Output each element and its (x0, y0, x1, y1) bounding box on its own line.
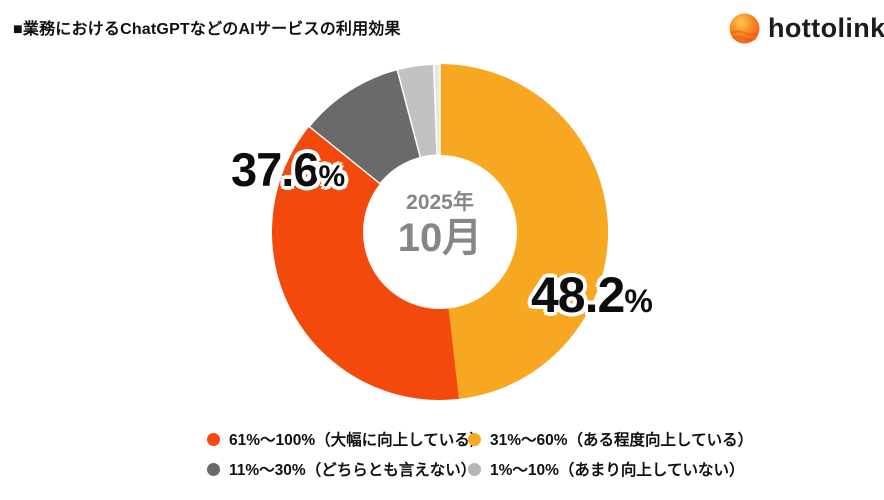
legend-item-11-30: 11%〜30%（どちらとも言えない） (207, 459, 476, 479)
legend-label-61-100: 61%〜100%（大幅に向上している） (229, 432, 486, 449)
legend-dot-61-100 (207, 432, 220, 446)
chart-legend: 61%〜100%（大幅に向上している） 31%〜60%（ある程度向上している） … (207, 429, 753, 479)
hottolink-logo-icon (729, 13, 760, 43)
hottolink-logo: hottolink (729, 10, 884, 46)
callout-31-60-unit: % (624, 283, 652, 319)
legend-item-31-60: 31%〜60%（ある程度向上している） (468, 429, 753, 449)
legend-dot-1-10 (468, 462, 481, 476)
legend-label-11-30: 11%〜30%（どちらとも言えない） (229, 462, 477, 479)
center-year: 2025年 (406, 191, 474, 214)
center-month: 10月 (397, 216, 483, 261)
legend-label-31-60: 31%〜60%（ある程度向上している） (490, 432, 754, 449)
legend-dot-11-30 (207, 462, 220, 476)
donut-segment-0 (440, 63, 609, 399)
donut-chart (272, 63, 609, 401)
donut-center-label: 2025年 10月 (360, 191, 520, 260)
callout-61-100-unit: % (318, 160, 345, 193)
legend-dot-31-60 (468, 432, 481, 446)
legend-item-1-10: 1%〜10%（あまり向上していない） (468, 459, 753, 479)
legend-label-1-10: 1%〜10%（あまり向上していない） (490, 462, 745, 479)
hottolink-logo-wordmark: hottolink (768, 12, 884, 43)
donut-segment-1 (272, 126, 459, 401)
donut-segment-4 (432, 63, 441, 156)
callout-31-60-value: 48.2 (531, 267, 625, 323)
callout-61-100: 37.6% (231, 143, 345, 196)
legend-item-61-100: 61%〜100%（大幅に向上している） (207, 429, 485, 449)
callout-61-100-value: 37.6 (231, 143, 319, 196)
callout-31-60: 48.2% (531, 267, 653, 323)
page-title: ■業務におけるChatGPTなどのAIサービスの利用効果 (13, 21, 401, 38)
